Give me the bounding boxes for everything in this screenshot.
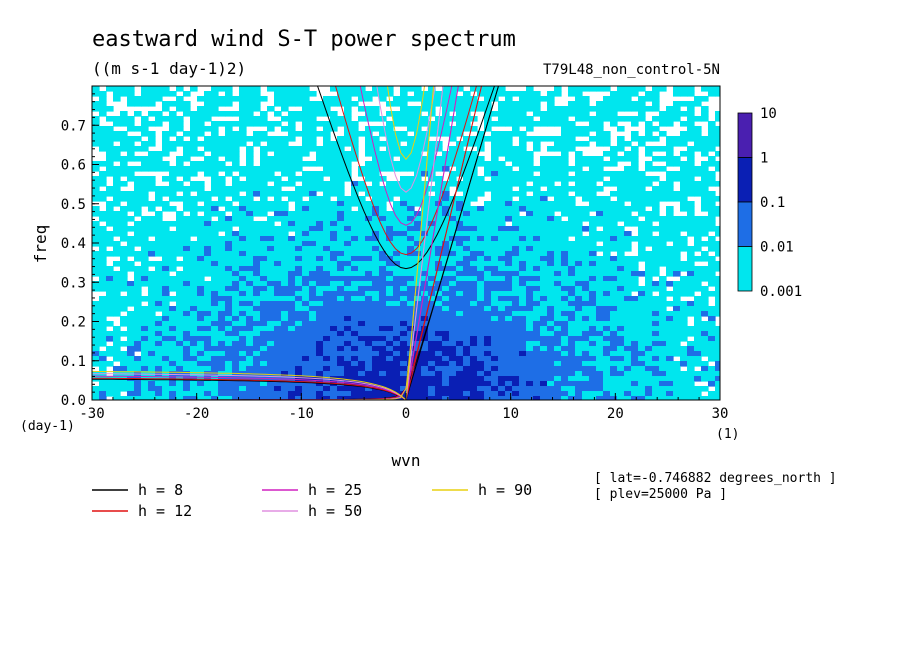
x-axis-label: wvn [392,451,421,470]
y-axis-label: freq [31,225,50,264]
x-tick-label: -20 [184,406,209,422]
power-heatmap [92,86,720,400]
x-tick-label: 0 [402,406,410,422]
x-tick-label: -10 [289,406,314,422]
y-tick-label: 0.0 [61,393,86,409]
legend: h = 8 h = 12 h = 25 h = 50 h = 90 [92,481,532,520]
legend-label: h = 25 [308,481,362,499]
plev-annotation: [ plev=25000 Pa ] [594,487,727,502]
colorbar: 10 1 0.1 0.01 0.001 [737,106,802,300]
y-tick-label: 0.1 [61,354,86,370]
x-tick-label: 20 [607,406,624,422]
legend-label: h = 50 [308,502,362,520]
x-tick-label: -30 [79,406,104,422]
chart-subtitle: ((m s-1 day-1)2) [92,59,246,78]
colorbar-swatch [737,157,753,203]
legend-label: h = 8 [138,481,183,499]
lat-annotation: [ lat=-0.746882 degrees_north ] [594,471,837,486]
y-unit-label: (day-1) [20,419,75,434]
y-tick-label: 0.5 [61,197,86,213]
x-tick-label: 30 [712,406,729,422]
colorbar-label: 10 [760,106,777,122]
y-tick-label: 0.7 [61,118,86,134]
x-unit-label: (1) [716,427,739,442]
colorbar-swatch [737,201,753,247]
y-tick-label: 0.3 [61,275,86,291]
colorbar-label: 0.01 [760,240,794,256]
x-tick-label: 10 [502,406,519,422]
y-tick-label: 0.4 [61,236,86,252]
chart-title: eastward wind S-T power spectrum [92,27,516,52]
colorbar-label: 0.001 [760,284,802,300]
colorbar-label: 1 [760,151,768,167]
legend-label: h = 90 [478,481,532,499]
colorbar-label: 0.1 [760,195,785,211]
legend-label: h = 12 [138,502,192,520]
run-label: T79L48_non_control-5N [543,62,720,78]
axes: -30 -20 -10 0 10 20 30 0.0 0.1 0.2 0.3 0.4 0.5 0.6 0.7 [61,93,729,422]
y-tick-label: 0.6 [61,158,86,174]
y-tick-label: 0.2 [61,315,86,331]
colorbar-swatch [737,246,753,292]
colorbar-swatch [737,112,753,158]
